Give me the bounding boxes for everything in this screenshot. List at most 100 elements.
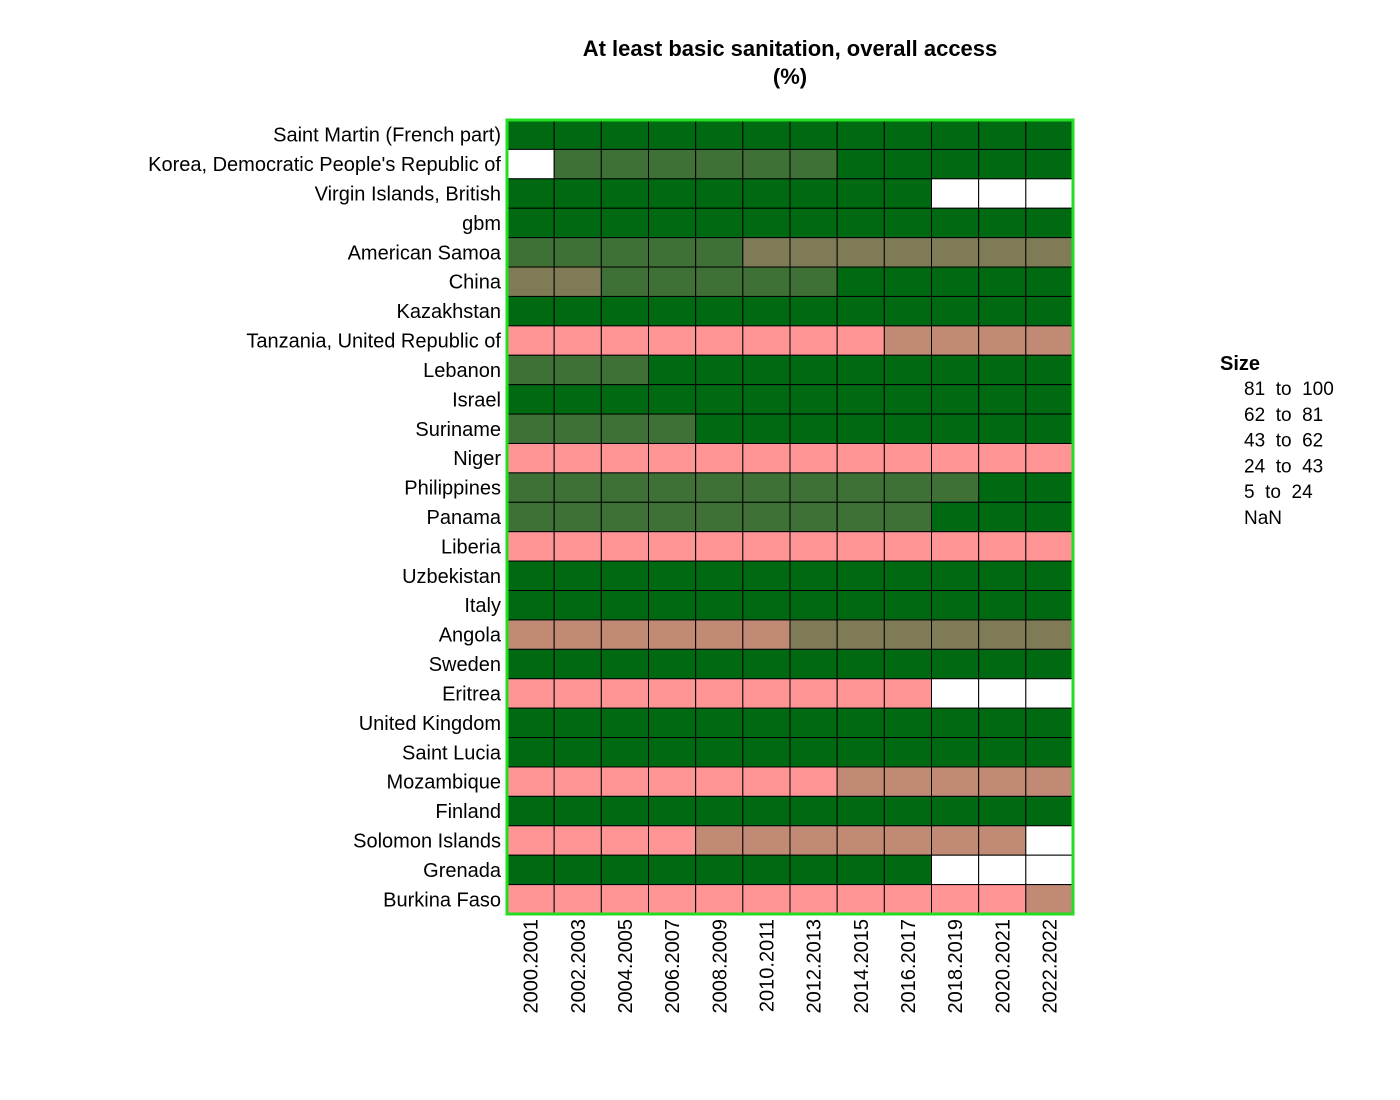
heatmap-cell (695, 295, 744, 327)
heatmap-cell (695, 325, 744, 356)
heatmap-cell (742, 795, 791, 827)
heatmap-cell (742, 884, 791, 915)
heatmap-cell (1025, 884, 1074, 915)
heatmap-cell (883, 648, 933, 680)
heatmap-cell (742, 413, 791, 444)
heatmap-cell (600, 119, 650, 150)
heatmap-cell (742, 678, 791, 709)
heatmap-cell (695, 178, 744, 209)
heatmap-cell (506, 531, 555, 562)
heatmap-cell (789, 295, 838, 327)
heatmap-cell (883, 590, 933, 621)
row-label: Grenada (423, 860, 502, 882)
heatmap-cell (506, 325, 555, 356)
heatmap-cell (553, 766, 602, 797)
heatmap-cell (789, 619, 838, 650)
heatmap-cell (553, 472, 602, 503)
heatmap-cell (506, 148, 555, 180)
heatmap-cell (742, 854, 791, 886)
heatmap-cell (695, 884, 744, 915)
heatmap-cell (789, 648, 838, 680)
heatmap-cell (553, 590, 602, 621)
row-label: Saint Lucia (402, 742, 502, 764)
heatmap-cell (506, 854, 555, 886)
heatmap-cell (553, 795, 602, 827)
legend-item-label: 5 to 24 (1244, 482, 1313, 503)
heatmap-cell (836, 501, 885, 533)
heatmap-cell (553, 325, 602, 356)
heatmap-cell (789, 413, 838, 444)
heatmap-cell (789, 707, 838, 739)
heatmap-cell (931, 884, 980, 915)
row-label: Korea, Democratic People's Republic of (148, 154, 501, 176)
heatmap-cell (789, 442, 838, 474)
heatmap-cell (648, 266, 697, 297)
heatmap-cell (742, 737, 791, 768)
heatmap-cell (931, 413, 980, 444)
heatmap-cell (506, 295, 555, 327)
row-label: Eritrea (442, 683, 502, 705)
heatmap-cell (742, 560, 791, 592)
heatmap-cell (553, 178, 602, 209)
heatmap-cell (978, 148, 1027, 180)
heatmap-cell (1025, 619, 1074, 650)
heatmap-cell (648, 472, 697, 503)
heatmap-cell (648, 678, 697, 709)
heatmap-cell (506, 442, 555, 474)
column-label: 2014.2015 (851, 919, 873, 1014)
heatmap-cell (883, 178, 933, 209)
heatmap-cell (506, 795, 555, 827)
heatmap-cell (978, 207, 1027, 239)
heatmap-cell (1025, 354, 1074, 386)
heatmap-cell (506, 678, 555, 709)
heatmap-cell (789, 560, 838, 592)
heatmap-cell (883, 266, 933, 297)
heatmap-cell (695, 384, 744, 415)
heatmap-cell (695, 472, 744, 503)
heatmap-cell (883, 560, 933, 592)
heatmap-cell (883, 384, 933, 415)
heatmap-cell (600, 384, 650, 415)
heatmap-cell (931, 825, 980, 856)
heatmap-cell (1025, 707, 1074, 739)
heatmap-cell (553, 560, 602, 592)
heatmap-cell (648, 795, 697, 827)
heatmap-cell (695, 531, 744, 562)
heatmap-cell (742, 648, 791, 680)
heatmap-cell (506, 766, 555, 797)
heatmap-cell (1025, 501, 1074, 533)
heatmap-cell (836, 119, 885, 150)
heatmap-cell (789, 266, 838, 297)
heatmap-cell (695, 737, 744, 768)
heatmap-cell (506, 178, 555, 209)
column-label: 2012.2013 (804, 919, 826, 1014)
heatmap-cell (648, 884, 697, 915)
heatmap-cell (789, 501, 838, 533)
heatmap-cell (506, 648, 555, 680)
heatmap-cell (648, 854, 697, 886)
heatmap-cell (648, 707, 697, 739)
plot-frame (505, 118, 1075, 916)
heatmap-cell (695, 207, 744, 239)
heatmap-cell (883, 119, 933, 150)
heatmap-cell (789, 354, 838, 386)
heatmap-cell (648, 237, 697, 268)
heatmap-cell (648, 825, 697, 856)
heatmap-cell (506, 266, 555, 297)
heatmap-cell (695, 266, 744, 297)
heatmap-cell (789, 384, 838, 415)
heatmap-cell (836, 854, 885, 886)
heatmap-cell (648, 619, 697, 650)
heatmap-cell (553, 825, 602, 856)
column-label: 2002.2003 (568, 919, 590, 1014)
heatmap-cell (978, 560, 1027, 592)
heatmap-cell (742, 119, 791, 150)
heatmap-cell (883, 413, 933, 444)
column-label: 2000.2001 (521, 919, 543, 1014)
heatmap-cell (695, 119, 744, 150)
chart-subtitle: (%) (773, 64, 807, 89)
row-label: Israel (452, 389, 501, 411)
heatmap-cell (600, 884, 650, 915)
heatmap-cell (1025, 413, 1074, 444)
